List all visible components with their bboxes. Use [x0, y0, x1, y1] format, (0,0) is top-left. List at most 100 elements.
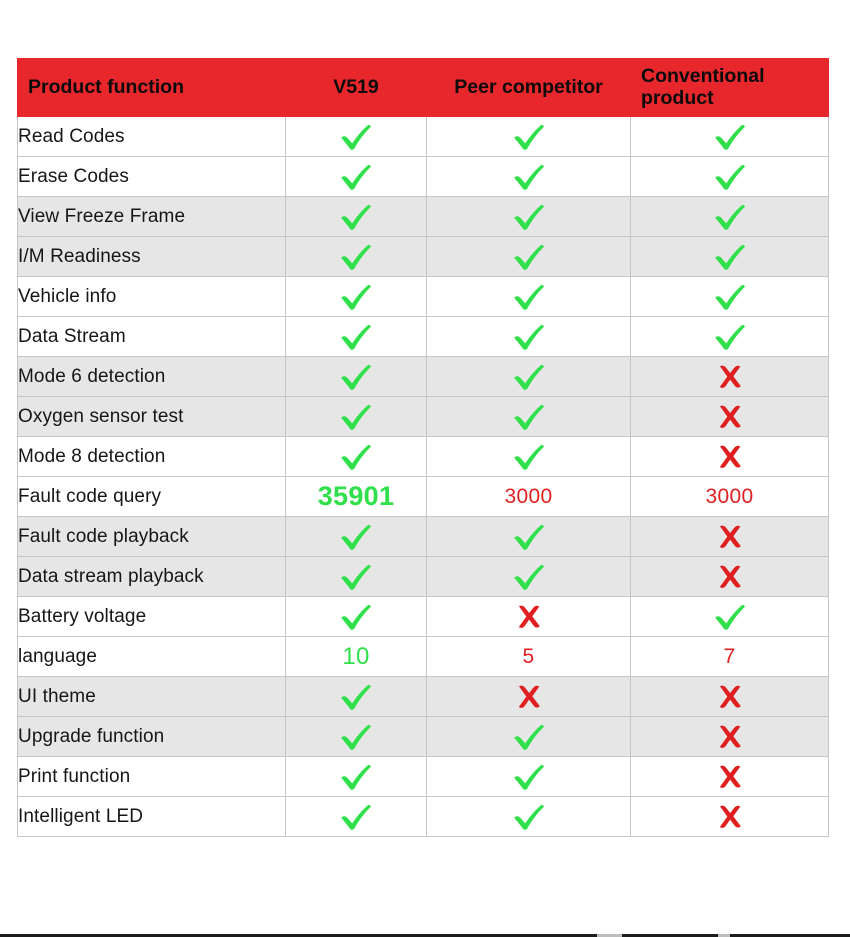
- table-row: Fault code query 35901 3000 3000: [17, 476, 829, 517]
- check-icon: [339, 243, 373, 271]
- table-row: Vehicle info: [17, 276, 829, 317]
- support-cell-peer: 5: [426, 636, 631, 677]
- support-cell-v519: [285, 276, 427, 317]
- check-icon: [339, 123, 373, 151]
- check-icon: [512, 523, 546, 551]
- support-cell-conv: [630, 236, 829, 277]
- bottom-strip-segment: [597, 934, 622, 937]
- support-cell-peer: [426, 436, 631, 477]
- support-cell-peer: [426, 396, 631, 437]
- column-header-product-function: Product function: [17, 58, 286, 117]
- cross-icon: [716, 683, 744, 711]
- check-icon: [713, 283, 747, 311]
- support-cell-conv: [630, 716, 829, 757]
- cross-icon: [716, 723, 744, 751]
- feature-label: Mode 6 detection: [17, 356, 286, 397]
- feature-label: Data stream playback: [17, 556, 286, 597]
- feature-label: I/M Readiness: [17, 236, 286, 277]
- support-cell-v519: [285, 756, 427, 797]
- table-row: Read Codes: [17, 116, 829, 157]
- check-icon: [713, 243, 747, 271]
- support-cell-v519: [285, 116, 427, 157]
- support-cell-peer: [426, 116, 631, 157]
- cross-icon: [515, 683, 543, 711]
- table-row: Upgrade function: [17, 716, 829, 757]
- check-icon: [339, 323, 373, 351]
- support-cell-v519: [285, 516, 427, 557]
- feature-label: Data Stream: [17, 316, 286, 357]
- feature-label: Fault code query: [17, 476, 286, 517]
- support-cell-v519: [285, 556, 427, 597]
- support-cell-peer: [426, 236, 631, 277]
- cross-icon: [716, 363, 744, 391]
- support-cell-peer: [426, 676, 631, 717]
- support-cell-peer: [426, 596, 631, 637]
- support-cell-v519: [285, 356, 427, 397]
- support-cell-v519: [285, 396, 427, 437]
- support-cell-v519: [285, 436, 427, 477]
- feature-label: Fault code playback: [17, 516, 286, 557]
- check-icon: [512, 443, 546, 471]
- feature-label: Mode 8 detection: [17, 436, 286, 477]
- table-row: Oxygen sensor test: [17, 396, 829, 437]
- support-cell-peer: [426, 276, 631, 317]
- column-header-peer-competitor: Peer competitor: [426, 58, 631, 117]
- check-icon: [339, 283, 373, 311]
- support-cell-v519: [285, 716, 427, 757]
- check-icon: [339, 723, 373, 751]
- support-cell-conv: [630, 436, 829, 477]
- support-cell-peer: [426, 716, 631, 757]
- check-icon: [512, 723, 546, 751]
- check-icon: [512, 563, 546, 591]
- check-icon: [512, 803, 546, 831]
- check-icon: [339, 363, 373, 391]
- support-cell-conv: 3000: [630, 476, 829, 517]
- value-text: 3000: [504, 485, 553, 508]
- check-icon: [339, 763, 373, 791]
- feature-label: Upgrade function: [17, 716, 286, 757]
- support-cell-conv: [630, 556, 829, 597]
- support-cell-conv: [630, 276, 829, 317]
- feature-label: Print function: [17, 756, 286, 797]
- support-cell-peer: [426, 796, 631, 837]
- page-bottom-strip: [0, 934, 850, 937]
- support-cell-peer: [426, 356, 631, 397]
- support-cell-v519: [285, 236, 427, 277]
- feature-label: UI theme: [17, 676, 286, 717]
- feature-label: Oxygen sensor test: [17, 396, 286, 437]
- table-row: language 10 5 7: [17, 636, 829, 677]
- support-cell-v519: 35901: [285, 476, 427, 517]
- table-row: Data Stream: [17, 316, 829, 357]
- cross-icon: [716, 443, 744, 471]
- product-function-comparison-table: Product function V519 Peer competitor Co…: [17, 58, 829, 837]
- support-cell-v519: [285, 796, 427, 837]
- check-icon: [512, 763, 546, 791]
- feature-label: Intelligent LED: [17, 796, 286, 837]
- cross-icon: [716, 403, 744, 431]
- value-text: 5: [522, 645, 535, 668]
- table-row: UI theme: [17, 676, 829, 717]
- table-row: Erase Codes: [17, 156, 829, 197]
- check-icon: [339, 203, 373, 231]
- support-cell-conv: 7: [630, 636, 829, 677]
- check-icon: [512, 283, 546, 311]
- support-cell-v519: [285, 316, 427, 357]
- support-cell-v519: [285, 156, 427, 197]
- table-row: View Freeze Frame: [17, 196, 829, 237]
- cross-icon: [716, 803, 744, 831]
- cross-icon: [716, 563, 744, 591]
- check-icon: [713, 203, 747, 231]
- check-icon: [339, 683, 373, 711]
- check-icon: [512, 163, 546, 191]
- value-text: 10: [342, 642, 370, 670]
- support-cell-v519: [285, 196, 427, 237]
- support-cell-conv: [630, 116, 829, 157]
- support-cell-conv: [630, 516, 829, 557]
- table-row: I/M Readiness: [17, 236, 829, 277]
- cross-icon: [716, 763, 744, 791]
- check-icon: [713, 323, 747, 351]
- feature-label: Read Codes: [17, 116, 286, 157]
- support-cell-conv: [630, 316, 829, 357]
- check-icon: [339, 403, 373, 431]
- support-cell-conv: [630, 156, 829, 197]
